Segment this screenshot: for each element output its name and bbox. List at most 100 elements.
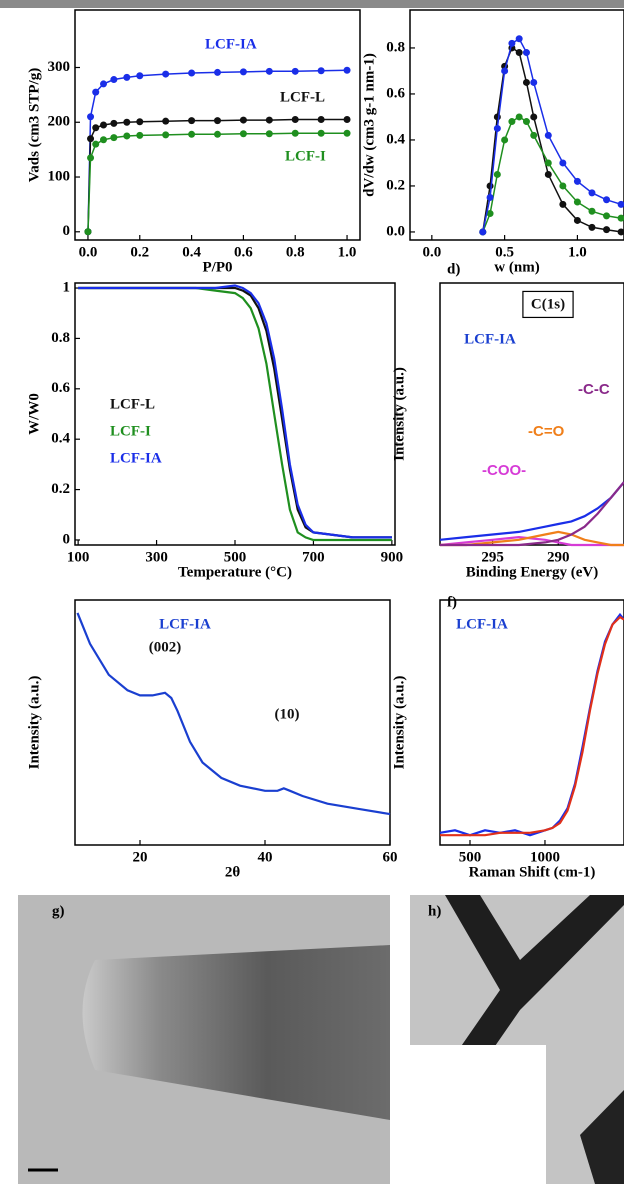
data-point <box>265 130 273 138</box>
x-axis-title: w (nm) <box>494 259 539 275</box>
data-point <box>501 67 509 75</box>
data-point <box>530 78 538 86</box>
y-axis-title: Vads (cm3 STP/g) <box>26 68 42 182</box>
data-point <box>530 113 538 121</box>
data-point <box>214 130 221 138</box>
data-point <box>100 80 107 88</box>
x-tick-label: 290 <box>547 549 570 565</box>
x-tick-label: 295 <box>481 549 504 565</box>
inset-gap <box>410 1045 546 1184</box>
annotation: C(1s) <box>531 296 565 312</box>
data-point <box>617 228 624 236</box>
data-point <box>515 113 523 121</box>
series-line <box>78 286 392 539</box>
y-tick-label: 1 <box>63 279 71 295</box>
series-line <box>440 530 624 547</box>
data-point <box>317 67 325 75</box>
annotation-box <box>522 290 574 319</box>
x-tick-label: 0.0 <box>79 244 98 260</box>
data-point <box>573 198 581 206</box>
x-tick-label: 100 <box>67 549 90 565</box>
annotation: LCF-IA <box>464 331 516 347</box>
series-label: LCF-IA <box>205 36 257 52</box>
axes-frame <box>74 9 361 241</box>
axes-frame <box>74 599 391 846</box>
data-point <box>603 212 611 220</box>
series-line <box>78 286 392 542</box>
axes-frame <box>409 9 624 241</box>
data-point <box>100 136 107 144</box>
data-point <box>603 196 611 204</box>
data-point <box>573 177 581 185</box>
panel-label: d) <box>447 261 460 277</box>
data-point <box>291 67 299 75</box>
series-label: LCF-I <box>110 423 151 439</box>
data-point <box>136 118 144 126</box>
data-point <box>479 228 487 236</box>
y-axis-title: Intensity (a.u.) <box>391 367 407 461</box>
series-label: -COO- <box>482 462 526 479</box>
fiber <box>580 1090 624 1184</box>
data-point <box>162 131 170 139</box>
y-tick-label: 0.8 <box>386 39 405 55</box>
y-tick-label: 0.2 <box>51 481 70 497</box>
data-point <box>486 182 494 190</box>
data-point <box>588 207 596 215</box>
y-tick-label: 300 <box>48 59 71 75</box>
series-line <box>76 612 391 816</box>
x-axis-title: 2θ <box>225 864 241 880</box>
x-tick-label: 500 <box>224 549 247 565</box>
x-tick-label: 700 <box>302 549 325 565</box>
data-point <box>343 116 351 124</box>
data-point <box>87 154 95 162</box>
x-tick-label: 0.2 <box>130 244 149 260</box>
x-axis-title: Temperature (°C) <box>178 564 292 580</box>
series-line <box>439 612 624 837</box>
data-point <box>92 140 100 148</box>
y-tick-label: 100 <box>48 168 71 184</box>
data-point <box>343 129 351 137</box>
data-point <box>317 116 325 124</box>
data-point <box>136 72 144 80</box>
x-axis-title: Raman Shift (cm-1) <box>469 864 596 880</box>
data-point <box>515 35 523 43</box>
annotation: (002) <box>149 639 182 655</box>
data-point <box>522 78 530 86</box>
data-point <box>544 131 552 139</box>
series-line <box>440 615 624 837</box>
y-tick-label: 200 <box>48 114 71 130</box>
data-point <box>530 131 538 139</box>
series-label: -C=O <box>528 423 565 440</box>
y-axis-title: Intensity (a.u.) <box>26 676 42 770</box>
series-line <box>482 116 622 233</box>
series-label: LCF-L <box>110 396 155 412</box>
data-point <box>92 88 100 96</box>
data-point <box>214 117 221 125</box>
panel-label: f) <box>447 594 457 610</box>
data-point <box>493 170 501 178</box>
series-label: LCF-I <box>285 148 326 164</box>
data-point <box>87 113 95 121</box>
data-point <box>239 116 247 124</box>
data-point <box>559 182 567 190</box>
data-point <box>214 68 221 76</box>
x-tick-label: 300 <box>145 549 168 565</box>
data-point <box>508 39 516 47</box>
axes-frame <box>439 282 624 546</box>
panel-label: g) <box>52 903 65 919</box>
data-point <box>486 210 494 218</box>
data-point <box>100 121 107 129</box>
data-point <box>188 130 196 138</box>
axes-frame <box>439 599 624 846</box>
data-point <box>559 200 567 208</box>
data-point <box>110 76 118 84</box>
data-point <box>317 129 325 137</box>
y-tick-label: 0 <box>63 531 71 547</box>
x-tick-label: 0.8 <box>286 244 305 260</box>
data-point <box>343 66 351 74</box>
data-point <box>162 117 170 125</box>
x-tick-label: 60 <box>383 849 398 865</box>
series-line <box>78 284 392 539</box>
data-point <box>92 124 100 132</box>
data-point <box>239 68 247 76</box>
